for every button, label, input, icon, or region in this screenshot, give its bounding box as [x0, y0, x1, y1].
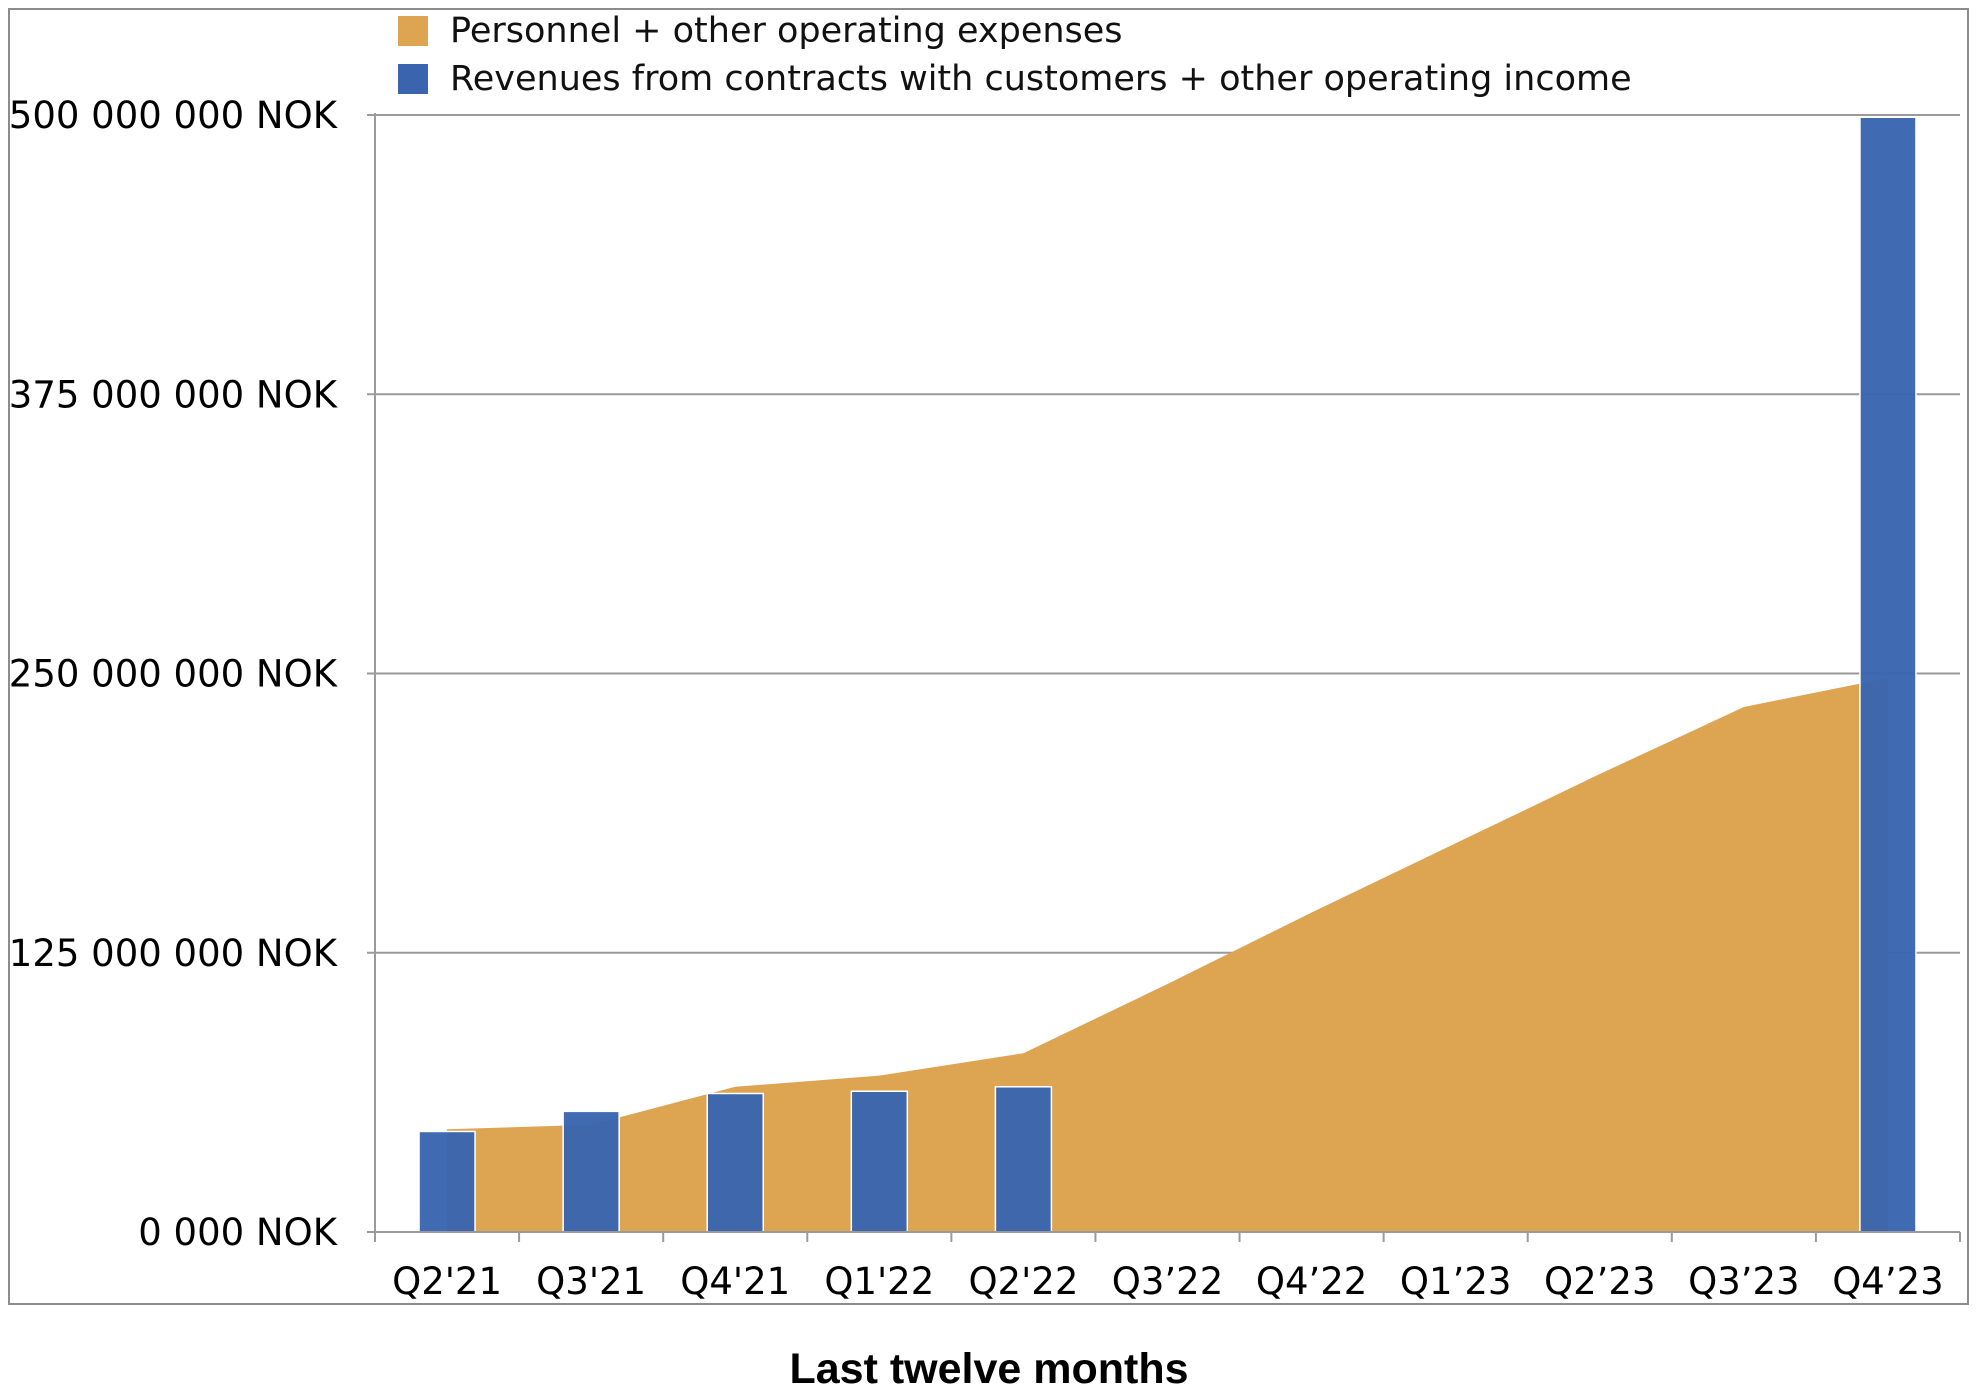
x-tick-label: Q2'21 [392, 1260, 502, 1303]
revenue-bar [850, 1090, 909, 1233]
legend-swatch-expenses [398, 16, 428, 46]
x-tick-label: Q3’23 [1688, 1260, 1800, 1303]
revenue-bar [1859, 116, 1917, 1233]
revenue-bar-series [418, 116, 1917, 1233]
x-tick-label: Q4’23 [1832, 1260, 1944, 1303]
y-tick-labels: 0 000 NOK 125 000 000 NOK 250 000 000 NOK 3… [9, 94, 339, 1254]
legend-item-expenses: Personnel + other operating expenses [398, 11, 1123, 51]
x-tick-label: Q2’23 [1544, 1260, 1656, 1303]
legend-label-expenses: Personnel + other operating expenses [450, 11, 1123, 51]
x-tick-label: Q1’23 [1400, 1260, 1512, 1303]
axes [374, 113, 1961, 1242]
y-tick-label: 125 000 000 NOK [9, 932, 339, 975]
chart-frame [8, 8, 1969, 1305]
revenue-bar [418, 1130, 476, 1233]
legend-label-revenues: Revenues from contracts with customers +… [450, 59, 1632, 99]
x-tick-label: Q4'21 [680, 1260, 790, 1303]
y-tick-label: 375 000 000 NOK [9, 373, 339, 416]
revenue-bar [706, 1092, 764, 1233]
legend-item-revenues: Revenues from contracts with customers +… [398, 59, 1632, 99]
x-tick-label: Q4’22 [1256, 1260, 1368, 1303]
x-tick-label: Q2'22 [968, 1260, 1078, 1303]
expenses-area-series [447, 677, 1888, 1232]
x-tick-label: Q1'22 [824, 1260, 934, 1303]
y-tick-label: 500 000 000 NOK [9, 94, 339, 137]
legend-swatch-revenues [398, 64, 428, 94]
x-axis-title: Last twelve months [789, 1345, 1189, 1393]
revenue-bar [562, 1110, 620, 1233]
y-tick-label: 250 000 000 NOK [9, 653, 339, 696]
x-tick-label: Q3'21 [536, 1260, 646, 1303]
x-tick-label: Q3’22 [1112, 1260, 1224, 1303]
x-tick-labels: Q2'21 Q3'21 Q4'21 Q1'22 Q2'22 Q3’22 Q4’22 Q1’23… [392, 1260, 1944, 1303]
revenue-bar [994, 1086, 1053, 1233]
y-tick-label: 0 000 NOK [138, 1211, 338, 1254]
expenses-area [447, 677, 1888, 1232]
